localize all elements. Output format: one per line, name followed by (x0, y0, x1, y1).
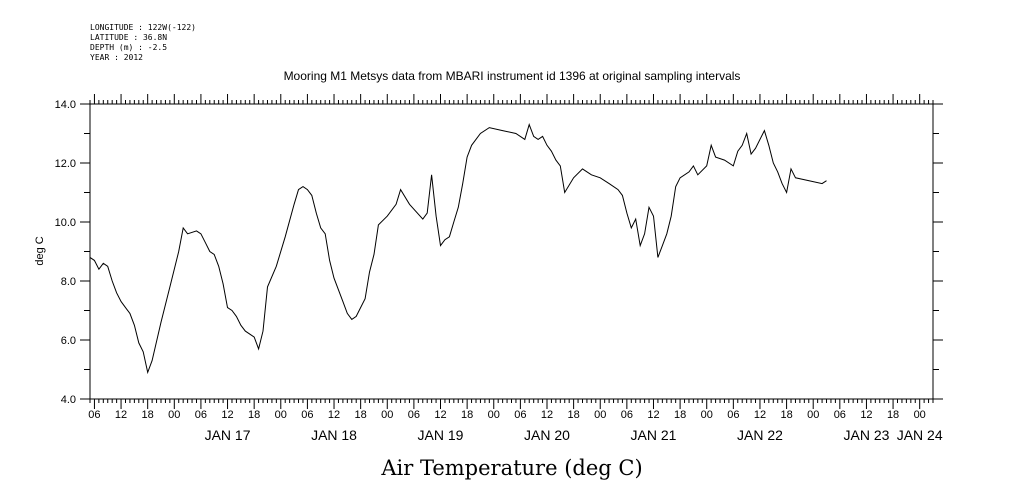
x-hour-label: 12 (860, 409, 872, 421)
x-hour-label: 00 (488, 409, 500, 421)
x-hour-label: 12 (328, 409, 340, 421)
x-hour-label: 06 (621, 409, 633, 421)
x-date-label: JAN 19 (418, 427, 464, 443)
x-date-label: JAN 20 (524, 427, 570, 443)
y-tick-label: 14.0 (55, 99, 76, 111)
x-hour-label: 12 (221, 409, 233, 421)
x-hour-label: 12 (115, 409, 127, 421)
metadata-block: LONGITUDE : 122W(-122) LATITUDE : 36.8N … (90, 23, 196, 62)
chart-title: Mooring M1 Metsys data from MBARI instru… (284, 69, 741, 83)
x-hour-label: 06 (834, 409, 846, 421)
x-hour-label: 18 (248, 409, 260, 421)
x-hour-label: 00 (807, 409, 819, 421)
x-hour-label: 12 (754, 409, 766, 421)
plot-frame (89, 103, 934, 400)
meta-depth: DEPTH (m) : -2.5 (90, 43, 167, 52)
y-tick-label: 8.0 (61, 276, 76, 288)
x-axis-ticks (89, 94, 934, 409)
x-hour-label: 18 (567, 409, 579, 421)
x-axis-hour-labels: 06 12 18 00 06 12 18 00 06 12 18 00 06 12 18 00 06 12 18 00… (88, 409, 926, 421)
x-hour-label: 00 (275, 409, 287, 421)
x-hour-label: 06 (195, 409, 207, 421)
x-hour-label: 12 (647, 409, 659, 421)
x-hour-label: 06 (514, 409, 526, 421)
meta-longitude: LONGITUDE : 122W(-122) (90, 23, 196, 32)
x-date-label: JAN 23 (843, 427, 889, 443)
x-hour-label: 18 (780, 409, 792, 421)
y-tick-label: 6.0 (61, 335, 76, 347)
x-hour-label: 18 (461, 409, 473, 421)
meta-year: YEAR : 2012 (90, 53, 143, 62)
x-date-label: JAN 21 (631, 427, 677, 443)
y-axis-label: deg C (34, 236, 46, 265)
x-hour-label: 18 (355, 409, 367, 421)
x-hour-label: 00 (701, 409, 713, 421)
x-date-label: JAN 24 (897, 427, 943, 443)
y-axis-ticks (80, 103, 943, 400)
x-hour-label: 00 (594, 409, 606, 421)
x-axis-date-labels: JAN 17 JAN 18 JAN 19 JAN 20 JAN 21 JAN 22 JAN … (205, 427, 943, 443)
x-hour-label: 00 (914, 409, 926, 421)
x-hour-label: 06 (408, 409, 420, 421)
x-hour-label: 00 (381, 409, 393, 421)
x-hour-label: 06 (727, 409, 739, 421)
x-hour-label: 12 (434, 409, 446, 421)
x-date-label: JAN 22 (737, 427, 783, 443)
meta-latitude: LATITUDE : 36.8N (90, 33, 167, 42)
x-hour-label: 18 (887, 409, 899, 421)
x-hour-label: 06 (88, 409, 100, 421)
x-hour-label: 00 (168, 409, 180, 421)
x-hour-label: 18 (674, 409, 686, 421)
x-hour-label: 12 (541, 409, 553, 421)
x-date-label: JAN 17 (205, 427, 251, 443)
x-axis-title: Air Temperature (deg C) (380, 456, 642, 480)
y-tick-label: 10.0 (55, 217, 76, 229)
y-tick-label: 4.0 (61, 394, 76, 406)
series-line-air-temperature (89, 123, 827, 375)
x-date-label: JAN 18 (311, 427, 357, 443)
y-tick-label: 12.0 (55, 158, 76, 170)
y-axis-tick-labels: 4.0 6.0 8.0 10.0 12.0 14.0 (55, 99, 76, 406)
x-hour-label: 18 (142, 409, 154, 421)
x-hour-label: 06 (301, 409, 313, 421)
